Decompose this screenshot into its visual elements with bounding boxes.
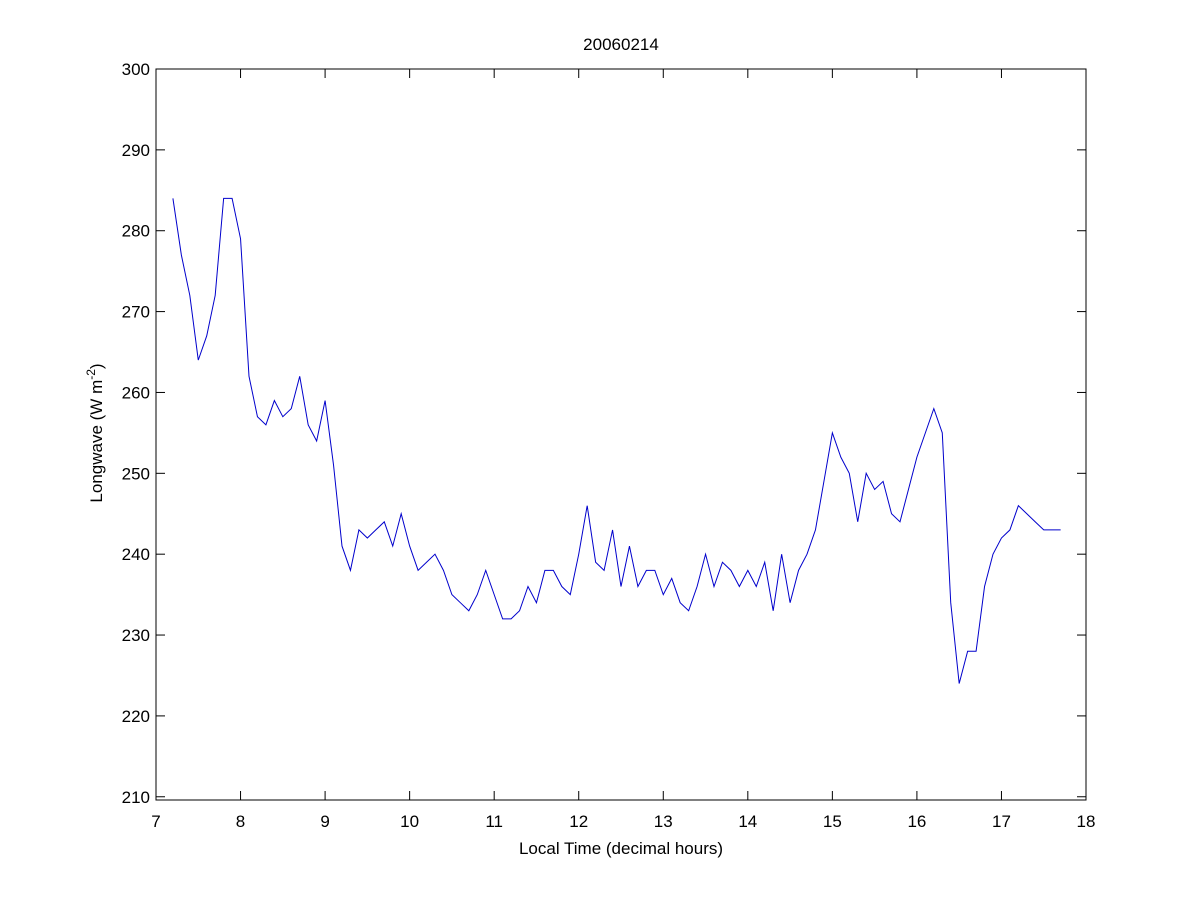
x-tick-label: 11	[485, 812, 503, 831]
x-tick-label: 17	[992, 812, 1011, 831]
x-tick-label: 13	[654, 812, 673, 831]
x-tick-label: 15	[823, 812, 842, 831]
x-tick-label: 14	[738, 812, 757, 831]
x-tick-label: 8	[236, 812, 245, 831]
plot-frame	[155, 68, 1087, 801]
y-tick-label: 290	[122, 141, 150, 160]
y-label-text: Longwave (W m	[87, 380, 106, 503]
x-tick-label: 10	[400, 812, 419, 831]
chart-title: 20060214	[583, 35, 659, 54]
x-tick-label: 12	[569, 812, 588, 831]
y-tick-label: 260	[122, 383, 150, 402]
x-tick-label: 7	[151, 812, 160, 831]
y-tick-label: 300	[122, 60, 150, 79]
data-line	[172, 197, 1061, 684]
y-tick-label: 240	[122, 545, 150, 564]
y-tick-label: 220	[122, 707, 150, 726]
y-label-suffix: )	[87, 363, 106, 369]
y-tick-label: 210	[122, 788, 150, 807]
y-tick-label: 280	[122, 222, 150, 241]
y-label-superscript: -2	[84, 369, 98, 380]
y-axis-label: Longwave (W m-2)	[84, 363, 106, 502]
x-tick-label: 16	[907, 812, 926, 831]
y-tick-label: 270	[122, 303, 150, 322]
x-tick-label: 18	[1077, 812, 1096, 831]
x-axis-label: Local Time (decimal hours)	[519, 839, 723, 858]
y-tick-label: 230	[122, 626, 150, 645]
y-tick-label: 250	[122, 464, 150, 483]
x-tick-label: 9	[320, 812, 329, 831]
